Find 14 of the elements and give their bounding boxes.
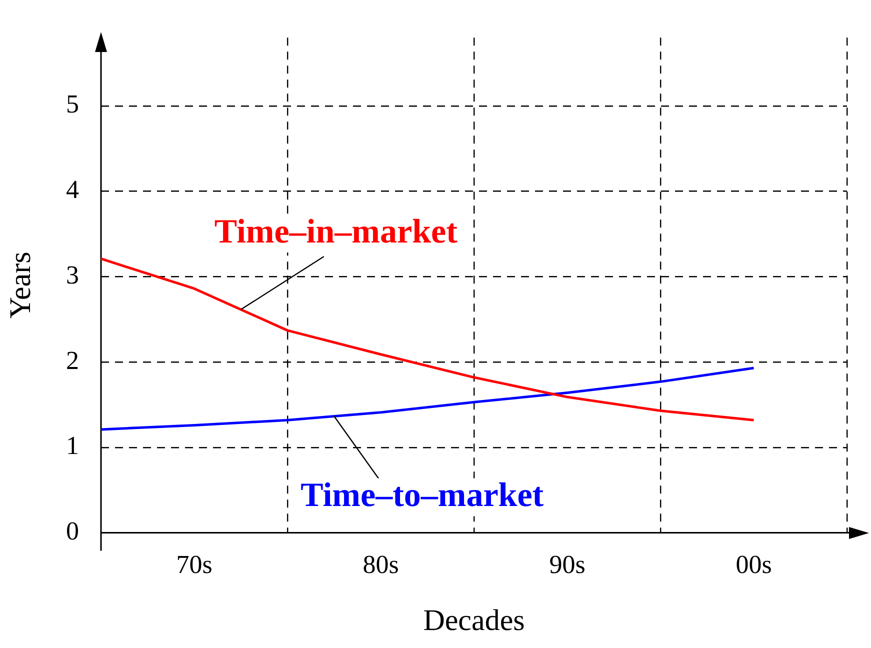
y-tick-label: 2 (66, 346, 79, 375)
y-tick-label: 4 (66, 175, 79, 204)
x-tick-label: 00s (736, 550, 772, 580)
x-tick-label: 70s (176, 550, 212, 580)
x-tick-label: 80s (362, 550, 399, 580)
series-label: Time–to–market (300, 477, 544, 514)
y-tick-label: 1 (66, 431, 79, 460)
y-axis-title: Years (4, 252, 37, 319)
x-axis-title: Decades (423, 604, 525, 637)
series-label: Time–in–market (214, 213, 458, 250)
x-tick-label: 90s (549, 550, 586, 580)
y-tick-label: 5 (66, 90, 79, 119)
y-tick-label: 3 (66, 260, 79, 290)
y-tick-label: 0 (66, 516, 79, 546)
